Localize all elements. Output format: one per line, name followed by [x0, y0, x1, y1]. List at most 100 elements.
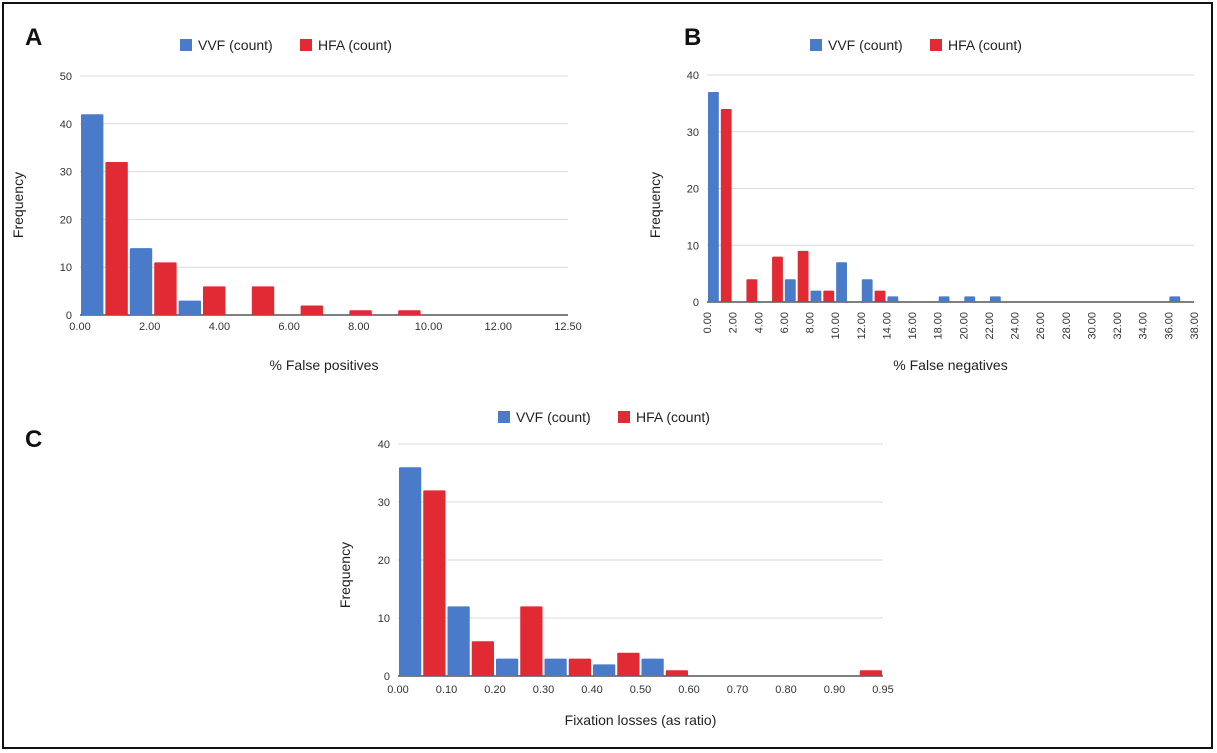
- y-tick-label: 30: [60, 167, 72, 179]
- bar-vvf: [81, 114, 103, 315]
- bar-hfa: [569, 659, 591, 676]
- x-tick-label: 12.00: [856, 312, 868, 340]
- x-tick-label: 30.00: [1086, 312, 1098, 340]
- panel-letter: C: [25, 426, 42, 453]
- x-axis-title: % False negatives: [893, 357, 1007, 373]
- legend: VVF (count) HFA (count): [498, 409, 710, 425]
- x-tick-label: 0.20: [484, 684, 505, 696]
- bar-vvf: [496, 659, 518, 676]
- figure-canvas: A VVF (count) HFA (count) 0 10 20 30 40 50 Freque…: [0, 0, 1217, 753]
- y-tick-label: 20: [378, 555, 390, 567]
- bar-hfa: [423, 490, 445, 676]
- x-tick-label: 0.30: [533, 684, 554, 696]
- x-tick-label: 28.00: [1061, 312, 1073, 340]
- y-tick-label: 20: [687, 184, 699, 196]
- y-tick-label: 0: [693, 297, 699, 309]
- x-tick-label: 14.00: [881, 312, 893, 340]
- x-tick-label: 12.00: [485, 321, 513, 333]
- legend-label-vvf: VVF (count): [828, 37, 903, 53]
- legend-swatch-hfa: [300, 39, 312, 51]
- chart-panel-c: C VVF (count) HFA (count) 0 10 20 30 40 Frequenc…: [25, 409, 894, 728]
- bar-vvf: [179, 301, 201, 315]
- x-tick-label: 8.00: [805, 312, 817, 333]
- bar-hfa: [105, 162, 127, 315]
- bar-hfa: [666, 670, 688, 676]
- y-tick-label: 30: [378, 497, 390, 509]
- y-tick-label: 10: [687, 240, 699, 252]
- legend-label-hfa: HFA (count): [636, 409, 710, 425]
- bar-hfa: [798, 251, 809, 302]
- y-tick-label: 50: [60, 71, 72, 83]
- x-tick-label: 0.80: [775, 684, 796, 696]
- bar-hfa: [875, 291, 886, 302]
- legend-label-vvf: VVF (count): [198, 37, 273, 53]
- x-tick-label: 2.00: [139, 321, 160, 333]
- bar-hfa: [823, 291, 834, 302]
- y-tick-label: 10: [60, 262, 72, 274]
- x-tick-label: 26.00: [1035, 312, 1047, 340]
- legend-swatch-hfa: [618, 411, 630, 423]
- bar-vvf: [545, 659, 567, 676]
- panel-letter: B: [684, 24, 701, 51]
- x-tick-label: 6.00: [278, 321, 299, 333]
- bar-vvf: [448, 606, 470, 676]
- x-tick-label: 12.50: [554, 321, 582, 333]
- x-tick-label: 0.95: [872, 684, 893, 696]
- x-axis-title: Fixation losses (as ratio): [565, 712, 717, 728]
- y-tick-label: 10: [378, 613, 390, 625]
- chart-panel-a: A VVF (count) HFA (count) 0 10 20 30 40 50 Freque…: [10, 24, 582, 373]
- bar-vvf: [836, 262, 847, 302]
- x-tick-label: 16.00: [907, 312, 919, 340]
- bar-hfa: [154, 262, 176, 315]
- bar-vvf: [964, 296, 975, 302]
- x-tick-label: 4.00: [209, 321, 230, 333]
- x-tick-label: 6.00: [779, 312, 791, 333]
- x-tick-label: 0.90: [824, 684, 845, 696]
- bar-vvf: [130, 248, 152, 315]
- legend-swatch-vvf: [810, 39, 822, 51]
- bar-hfa: [721, 109, 732, 302]
- bar-hfa: [772, 257, 783, 302]
- bar-vvf: [887, 296, 898, 302]
- bar-hfa: [398, 310, 420, 315]
- legend-label-vvf: VVF (count): [516, 409, 591, 425]
- x-tick-label: 8.00: [348, 321, 369, 333]
- y-tick-label: 0: [384, 671, 390, 683]
- legend-label-hfa: HFA (count): [318, 37, 392, 53]
- x-tick-label: 0.40: [581, 684, 602, 696]
- legend-swatch-hfa: [930, 39, 942, 51]
- bar-vvf: [990, 296, 1001, 302]
- y-tick-label: 40: [687, 70, 699, 82]
- x-tick-label: 10.00: [415, 321, 443, 333]
- bar-hfa: [472, 641, 494, 676]
- x-tick-label: 32.00: [1112, 312, 1124, 340]
- x-tick-label: 0.00: [69, 321, 90, 333]
- x-tick-label: 0.00: [702, 312, 714, 333]
- bar-vvf: [811, 291, 822, 302]
- bar-hfa: [617, 653, 639, 676]
- x-tick-label: 38.00: [1189, 312, 1201, 340]
- bar-vvf: [642, 659, 664, 676]
- panel-letter: A: [25, 24, 42, 51]
- x-tick-label: 0.60: [678, 684, 699, 696]
- y-axis-title: Frequency: [10, 172, 26, 238]
- y-axis-title: Frequency: [337, 542, 353, 608]
- x-axis-title: % False positives: [270, 357, 379, 373]
- bar-hfa: [301, 305, 323, 315]
- bar-hfa: [252, 286, 274, 315]
- x-tick-label: 0.70: [727, 684, 748, 696]
- x-tick-label: 34.00: [1138, 312, 1150, 340]
- x-tick-label: 0.00: [387, 684, 408, 696]
- bar-vvf: [399, 467, 421, 676]
- bar-hfa: [860, 670, 882, 676]
- y-axis-title: Frequency: [647, 172, 663, 238]
- bar-vvf: [939, 296, 950, 302]
- y-tick-label: 30: [687, 127, 699, 139]
- chart-panel-b: B VVF (count) HFA (count)010203040Frequenc…: [647, 24, 1201, 373]
- x-tick-label: 22.00: [984, 312, 996, 340]
- x-tick-label: 36.00: [1163, 312, 1175, 340]
- legend: VVF (count) HFA (count): [180, 37, 392, 53]
- bar-vvf: [708, 92, 719, 302]
- x-tick-label: 0.50: [630, 684, 651, 696]
- x-tick-label: 10.00: [830, 312, 842, 340]
